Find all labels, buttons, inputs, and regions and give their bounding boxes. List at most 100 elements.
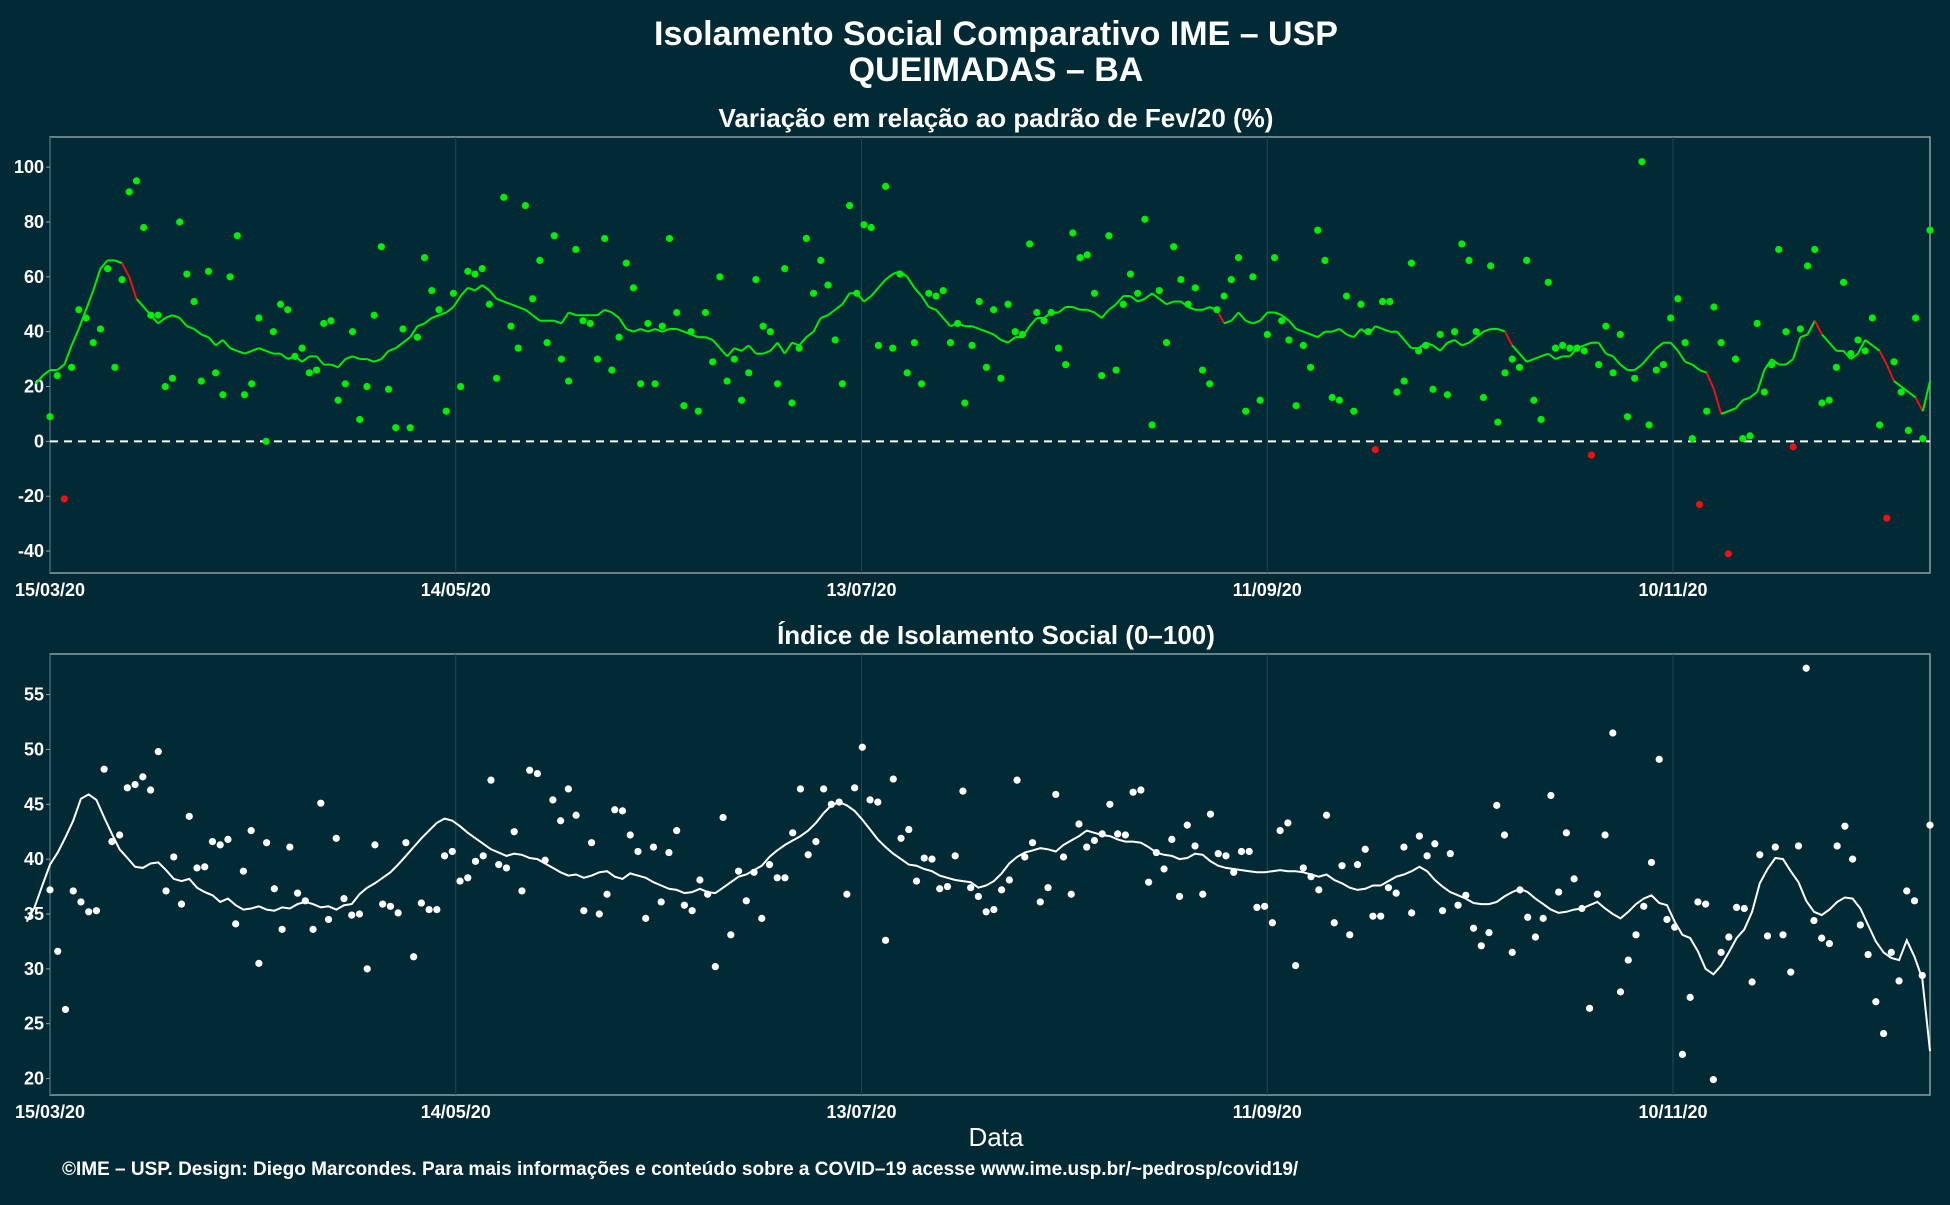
data-point — [1044, 884, 1052, 892]
data-point — [1400, 377, 1408, 385]
data-point — [1462, 891, 1470, 899]
data-point — [932, 292, 940, 300]
data-point — [564, 785, 572, 793]
data-point — [161, 382, 169, 391]
data-point — [201, 863, 209, 871]
moving-average-segment — [762, 349, 771, 355]
data-point — [1134, 289, 1142, 297]
data-point — [1841, 822, 1849, 830]
data-point — [809, 289, 818, 297]
data-point — [449, 289, 457, 297]
data-point — [305, 369, 313, 377]
data-point — [162, 887, 170, 895]
data-point — [377, 243, 385, 251]
data-point — [1904, 426, 1912, 435]
moving-average-segment — [978, 328, 987, 333]
data-point — [696, 876, 704, 884]
data-point — [1256, 396, 1264, 404]
moving-average-segment — [1396, 331, 1405, 341]
data-point — [1276, 827, 1284, 835]
data-point — [1832, 363, 1840, 371]
data-point — [719, 813, 727, 822]
data-point — [1703, 407, 1711, 415]
data-point — [649, 843, 658, 851]
data-point — [485, 300, 493, 308]
data-point — [1544, 278, 1552, 286]
data-point — [1242, 407, 1250, 415]
data-point — [795, 344, 803, 352]
moving-average-segment — [344, 355, 353, 361]
moving-average-segment — [1914, 397, 1924, 412]
x-tick-label: 11/09/20 — [1233, 1102, 1302, 1122]
data-point — [601, 234, 609, 243]
data-point — [239, 867, 248, 875]
data-point — [247, 827, 255, 835]
data-point — [1710, 303, 1718, 311]
data-point — [817, 256, 825, 264]
data-point — [1854, 336, 1862, 344]
data-point — [1740, 904, 1748, 913]
moving-average-segment — [812, 317, 822, 333]
data-point — [1767, 360, 1776, 369]
moving-average-segment — [70, 328, 80, 346]
data-point — [1616, 330, 1624, 339]
data-point — [1487, 262, 1495, 270]
data-point — [959, 787, 967, 795]
data-point — [897, 834, 905, 842]
data-point — [1580, 347, 1588, 355]
data-point — [1315, 886, 1323, 894]
moving-average-segment — [986, 330, 994, 336]
data-point — [226, 273, 234, 281]
moving-average-segment — [1497, 328, 1506, 333]
data-point — [1220, 292, 1228, 300]
data-point — [1555, 888, 1563, 896]
data-point — [1423, 852, 1431, 860]
x-tick-label: 10/11/20 — [1638, 1102, 1707, 1122]
data-point — [820, 785, 828, 793]
moving-average-segment — [352, 355, 361, 361]
data-point — [758, 914, 766, 922]
data-point — [1833, 842, 1841, 850]
x-tick-label: 15/03/20 — [15, 580, 85, 600]
moving-average-segment — [1338, 328, 1348, 336]
moving-average-segment — [1785, 358, 1794, 366]
data-point — [1253, 903, 1261, 912]
data-point — [478, 265, 486, 273]
data-point — [1328, 393, 1336, 402]
data-point — [417, 899, 425, 907]
moving-average-segment — [1518, 352, 1528, 363]
data-point — [298, 344, 306, 352]
data-point — [340, 895, 348, 903]
moving-average-segment — [1864, 339, 1873, 347]
data-point — [248, 380, 256, 388]
data-point — [208, 837, 217, 846]
data-point — [1075, 820, 1083, 828]
data-point — [1803, 262, 1812, 270]
data-point — [1731, 355, 1740, 363]
moving-average-segment — [1310, 333, 1319, 339]
data-point — [1539, 914, 1547, 922]
moving-average-segment — [560, 311, 570, 325]
moving-average-segment — [1792, 336, 1802, 360]
data-point — [565, 377, 573, 385]
moving-average-segment — [1813, 320, 1823, 335]
data-point — [1098, 830, 1106, 838]
data-point — [1047, 308, 1055, 317]
data-point — [997, 374, 1005, 382]
data-point — [543, 339, 551, 347]
data-point — [433, 906, 441, 914]
moving-average-segment — [1245, 319, 1254, 325]
moving-average-segment — [1612, 355, 1622, 366]
moving-average-segment — [121, 262, 131, 278]
data-point — [1160, 865, 1168, 873]
data-point — [541, 856, 549, 864]
data-point — [1090, 836, 1099, 845]
data-point — [1578, 904, 1586, 913]
data-point — [730, 355, 738, 363]
data-point — [1129, 788, 1137, 796]
moving-average-segment — [1699, 369, 1708, 374]
data-point — [1062, 360, 1070, 369]
data-point — [1479, 393, 1488, 402]
moving-average-segment — [1583, 341, 1592, 347]
data-point — [1353, 861, 1362, 869]
